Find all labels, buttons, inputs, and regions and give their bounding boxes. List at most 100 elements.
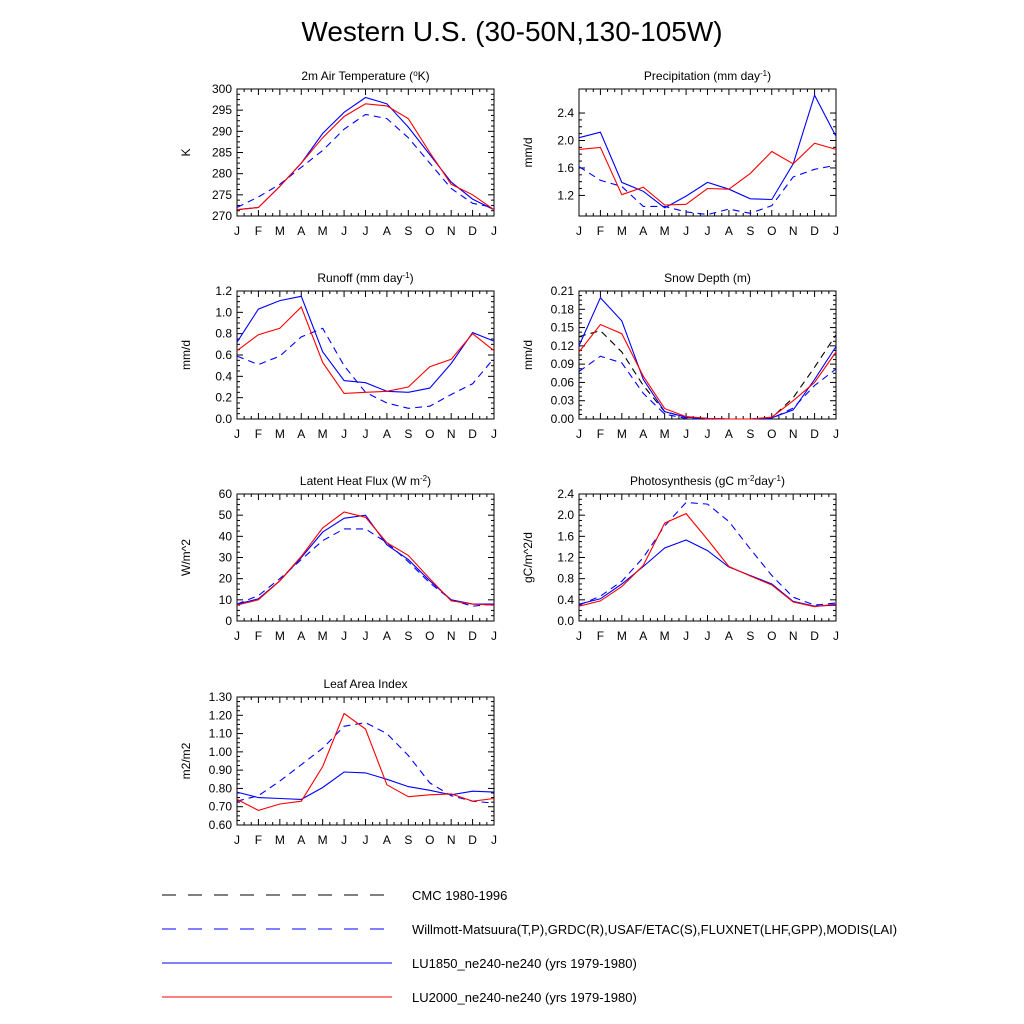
x-tick-label: O <box>767 427 776 441</box>
panel-title: Snow Depth (m) <box>664 271 751 285</box>
y-tick-label: 300 <box>212 82 232 96</box>
y-tick-label: 275 <box>212 188 232 202</box>
x-tick-label: A <box>297 629 305 643</box>
series-line-lu2000 <box>236 511 495 606</box>
x-tick-label: N <box>789 224 798 238</box>
series-line-cmc <box>578 329 837 420</box>
x-tick-label: J <box>341 224 347 238</box>
y-tick-label: 0.2 <box>215 391 232 405</box>
x-tick-label: O <box>767 224 776 238</box>
chart-panel-3: J F M A M J J A S O N D J0.00.20.40.60.81.01.2Runoff… <box>179 271 497 442</box>
chart-panel-7: J F M A M J J A S O N D J0.600.700.800.901.001.101.2… <box>179 677 497 847</box>
x-tick-label: S <box>404 224 412 238</box>
x-tick-label: D <box>468 427 477 441</box>
panel-title: Leaf Area Index <box>323 677 407 691</box>
x-tick-label: F <box>255 629 262 643</box>
x-tick-label: A <box>297 224 305 238</box>
y-tick-label: 1.6 <box>557 161 574 175</box>
panel-title: Precipitation (mm day-1) <box>644 69 771 84</box>
x-tick-label: M <box>275 833 285 847</box>
x-tick-label: D <box>810 427 819 441</box>
series-line-obs <box>578 164 837 216</box>
x-tick-label: J <box>491 224 497 238</box>
x-tick-label: F <box>597 629 604 643</box>
y-tick-label: 20 <box>219 572 233 586</box>
y-tick-label: 40 <box>219 529 233 543</box>
y-tick-label: 0.0 <box>215 412 232 426</box>
x-tick-label: O <box>425 427 434 441</box>
x-tick-label: J <box>491 427 497 441</box>
y-tick-label: 50 <box>219 508 233 522</box>
y-tick-label: 295 <box>212 103 232 117</box>
x-tick-label: J <box>363 629 369 643</box>
x-tick-label: M <box>275 427 285 441</box>
y-tick-label: 1.00 <box>209 745 233 759</box>
y-tick-label: 2.4 <box>557 487 574 501</box>
chart-panel-4: J F M A M J J A S O N D J0.000.030.060.090.120.150.1… <box>521 271 839 441</box>
x-tick-label: J <box>491 629 497 643</box>
series-line-obs <box>236 327 495 409</box>
x-tick-label: A <box>725 427 733 441</box>
x-tick-label: M <box>617 629 627 643</box>
x-tick-label: N <box>447 427 456 441</box>
chart-panel-6: J F M A M J J A S O N D J0.00.40.81.21.62.02.4Photos… <box>521 474 839 644</box>
legend-label: CMC 1980-1996 <box>412 888 507 903</box>
y-tick-label: 1.6 <box>557 529 574 543</box>
x-tick-label: N <box>447 224 456 238</box>
x-tick-label: J <box>833 427 839 441</box>
y-tick-label: 0 <box>225 614 232 628</box>
y-tick-label: 0.90 <box>209 763 233 777</box>
y-tick-label: 2.4 <box>557 106 574 120</box>
legend-label: Willmott-Matsuura(T,P),GRDC(R),USAF/ETAC… <box>412 922 897 937</box>
x-tick-label: J <box>363 224 369 238</box>
x-tick-label: O <box>767 629 776 643</box>
x-tick-label: M <box>617 427 627 441</box>
panel-title: Latent Heat Flux (W m-2) <box>300 474 431 489</box>
y-tick-label: 0.6 <box>215 348 232 362</box>
series-line-lu1850 <box>236 771 495 800</box>
x-tick-label: M <box>318 629 328 643</box>
x-tick-label: O <box>425 833 434 847</box>
x-tick-label: S <box>746 224 754 238</box>
x-tick-label: J <box>491 833 497 847</box>
x-tick-label: M <box>660 427 670 441</box>
x-tick-label: F <box>597 427 604 441</box>
x-tick-label: D <box>468 833 477 847</box>
y-axis-label: gC/m^2/d <box>521 532 535 583</box>
series-line-lu1850 <box>578 296 837 420</box>
x-tick-label: M <box>318 224 328 238</box>
x-tick-label: J <box>576 224 582 238</box>
x-tick-label: J <box>363 427 369 441</box>
x-tick-label: O <box>425 629 434 643</box>
x-tick-label: J <box>683 629 689 643</box>
x-tick-label: D <box>810 629 819 643</box>
y-tick-label: 1.2 <box>557 551 574 565</box>
y-tick-label: 1.10 <box>209 727 233 741</box>
series-line-lu1850 <box>578 539 837 607</box>
x-tick-label: A <box>639 629 647 643</box>
y-tick-label: 1.2 <box>557 188 574 202</box>
y-tick-label: 30 <box>219 551 233 565</box>
panel-title: Photosynthesis (gC m-2day-1) <box>630 474 785 489</box>
y-tick-label: 0.60 <box>209 818 233 832</box>
x-tick-label: J <box>341 629 347 643</box>
y-axis-label: K <box>179 148 193 156</box>
x-tick-label: J <box>683 427 689 441</box>
y-axis-label: mm/d <box>521 340 535 370</box>
y-tick-label: 0.0 <box>557 614 574 628</box>
x-tick-label: J <box>833 224 839 238</box>
x-tick-label: A <box>725 224 733 238</box>
plot-frame <box>236 88 495 217</box>
y-tick-label: 0.03 <box>551 394 575 408</box>
x-tick-label: A <box>383 427 391 441</box>
x-tick-label: M <box>660 629 670 643</box>
series-line-lu1850 <box>236 514 494 605</box>
x-tick-label: J <box>705 224 711 238</box>
x-tick-label: F <box>597 224 604 238</box>
series-line-obs <box>578 501 837 606</box>
x-tick-label: J <box>234 224 240 238</box>
x-tick-label: F <box>255 833 262 847</box>
y-tick-label: 0.06 <box>551 375 575 389</box>
y-tick-label: 0.18 <box>551 302 575 316</box>
